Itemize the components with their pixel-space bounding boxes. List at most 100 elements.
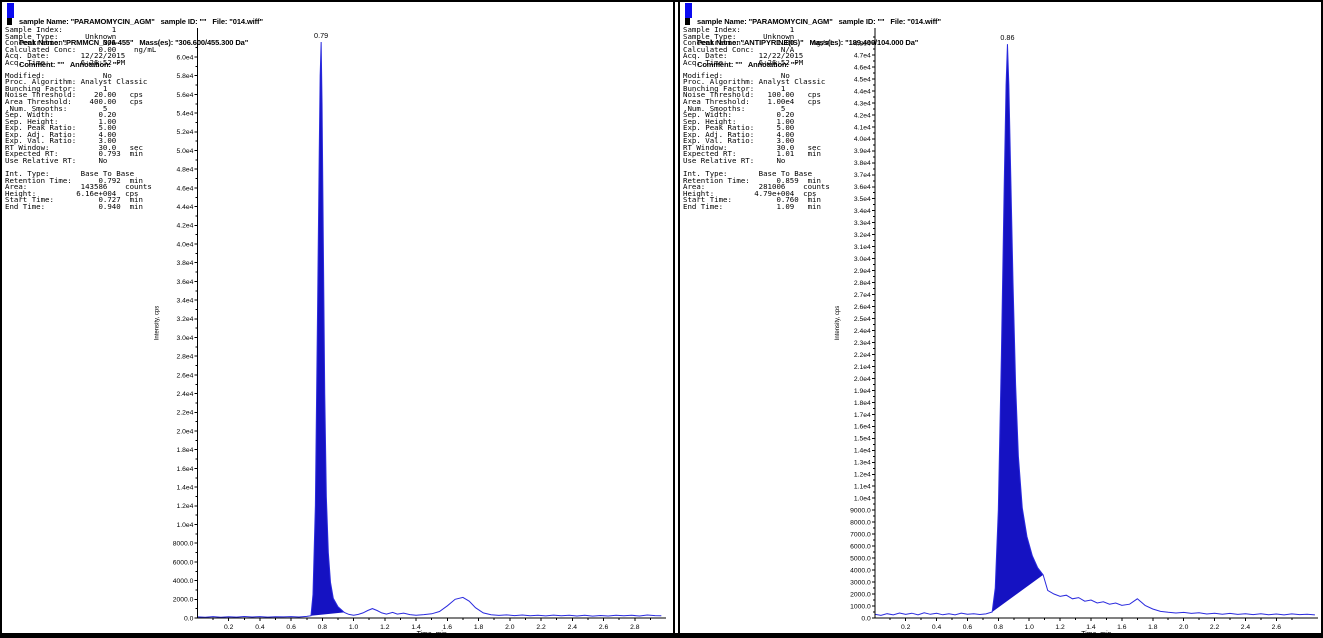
y-tick-label: 2.4e4 xyxy=(177,391,194,398)
y-tick-label: 0.0 xyxy=(184,615,194,622)
peak-rt-label: 0.79 xyxy=(314,31,328,40)
peak-parameters-block: Sample Index: 1 Sample Type: Unknown Conce… xyxy=(5,25,157,211)
info-line: Calculated Conc: N/A xyxy=(683,44,795,54)
y-tick-label: 1.6e4 xyxy=(177,466,194,473)
info-line: Sample Type: Unknown xyxy=(5,31,117,41)
comment-line: Comment: "" Annotation: "" xyxy=(19,60,120,70)
y-tick-label: 3000.0 xyxy=(850,579,871,586)
info-line: Expected RT: 1.01 min xyxy=(683,149,821,159)
y-tick-label: 1.1e4 xyxy=(854,484,871,491)
info-line: Noise Threshold: 100.00 cps xyxy=(683,90,821,100)
info-line: Retention Time: 0.859 min xyxy=(683,175,821,185)
y-tick-label: 4.8e4 xyxy=(177,167,194,174)
info-line: Sep. Height: 1.00 xyxy=(5,116,117,126)
sample-name-line: sample Name: "PARAMOMYCIN_AGM" sample ID… xyxy=(19,16,263,26)
y-tick-label: 4.3e4 xyxy=(854,100,871,107)
chromatogram-trace xyxy=(874,44,1315,616)
y-tick-label: 3.3e4 xyxy=(854,220,871,227)
active-pane-bar-icon xyxy=(685,3,692,18)
info-line: Use Relative RT: No xyxy=(5,155,108,165)
active-pane-bar-icon xyxy=(7,3,14,18)
info-line: Proc. Algorithm: Analyst Classic xyxy=(5,77,148,87)
info-line: Acq. Time: 6:26:52 PM xyxy=(5,57,126,67)
info-line: Area: 143586 counts xyxy=(5,182,152,192)
peak-name-line: Peak Name: "ANTIPYRINE(IS)" Mass(es): "1… xyxy=(697,38,919,48)
y-tick-label: 3.2e4 xyxy=(854,232,871,239)
info-line: Acq. Date: 12/22/2015 xyxy=(5,51,126,61)
info-line: RT Window: 30.0 sec xyxy=(5,142,143,152)
pane-bar-icon xyxy=(685,18,690,25)
info-line: Calculated Conc: 0.00 ng/mL xyxy=(5,44,157,54)
panel-header: sample Name: "PARAMOMYCIN_AGM" sample ID… xyxy=(7,3,263,83)
info-line: Exp. Peak Ratio: 5.00 xyxy=(5,123,117,133)
x-tick-label: 1.8 xyxy=(474,624,484,631)
y-tick-label: 4.4e4 xyxy=(854,88,871,95)
info-line: Sample Index: 1 xyxy=(683,25,795,34)
y-tick-label: 2.8e4 xyxy=(177,354,194,361)
info-line: Acq. Time: 6:26:52 PM xyxy=(683,57,804,67)
x-tick-label: 0.6 xyxy=(286,624,296,631)
y-tick-label: 3.2e4 xyxy=(177,316,194,323)
y-tick-label: 3.9e4 xyxy=(854,148,871,155)
x-tick-label: 1.6 xyxy=(1117,624,1127,631)
info-line: Height: 6.16e+004 cps xyxy=(5,188,139,198)
y-tick-label: 3.6e4 xyxy=(177,279,194,286)
info-line: Acq. Date: 12/22/2015 xyxy=(683,51,804,61)
x-tick-label: 2.6 xyxy=(599,624,609,631)
x-tick-label: 1.4 xyxy=(411,624,421,631)
y-tick-label: 4.8e4 xyxy=(854,40,871,47)
x-tick-label: 1.2 xyxy=(380,624,390,631)
info-line: Exp. Adj. Ratio: 4.00 xyxy=(683,129,795,139)
y-tick-label: 1.5e4 xyxy=(854,436,871,443)
info-line: Exp. Val. Ratio: 3.00 xyxy=(5,136,117,146)
chromatogram-chart-internal-standard[interactable]: 0.0 1000.0 2000.0 3000.0 4000.0 5000.0 6000.0 7… xyxy=(680,2,1321,633)
y-tick-label: 3.4e4 xyxy=(177,297,194,304)
x-tick-label: 0.8 xyxy=(994,624,1004,631)
info-line: Sep. Height: 1.00 xyxy=(683,116,795,126)
x-tick-label: 2.4 xyxy=(568,624,578,631)
y-tick-label: 3.7e4 xyxy=(854,172,871,179)
y-tick-label: 3.4e4 xyxy=(854,208,871,215)
y-tick-label: 8000.0 xyxy=(850,520,871,527)
info-line: End Time: 1.09 min xyxy=(683,201,821,211)
info-line: End Time: 0.940 min xyxy=(5,201,143,211)
info-line: Modified: No xyxy=(5,70,112,80)
y-tick-label: 1.2e4 xyxy=(177,503,194,510)
y-axis-title: Intensity, cps xyxy=(155,306,161,341)
x-tick-label: 2.0 xyxy=(1179,624,1189,631)
y-tick-label: 3.8e4 xyxy=(177,260,194,267)
y-tick-label: 3.1e4 xyxy=(854,244,871,251)
chromatogram-chart-analyte[interactable]: 0.0 2000.0 4000.0 6000.0 8000.0 1.0e4 1.2e4 1.4… xyxy=(2,2,673,633)
x-tick-label: 1.2 xyxy=(1055,624,1065,631)
y-tick-label: 4000.0 xyxy=(850,567,871,574)
info-line: Noise Threshold: 20.00 cps xyxy=(5,90,143,100)
y-tick-label: 3.5e4 xyxy=(854,196,871,203)
x-tick-label: 0.4 xyxy=(255,624,265,631)
info-line: Concentration: N/A xyxy=(5,38,117,48)
info-line: Concentration: 1.00 ng/mL xyxy=(683,38,835,48)
y-tick-label: 1.6e4 xyxy=(854,424,871,431)
info-line: Sample Index: 1 xyxy=(5,25,117,34)
x-tick-label: 2.2 xyxy=(1210,624,1220,631)
x-tick-label: 1.6 xyxy=(443,624,453,631)
info-line: Use Relative RT: No xyxy=(683,155,786,165)
y-tick-label: 2.9e4 xyxy=(854,268,871,275)
chromatogram-panel-analyte: 0.0 2000.0 4000.0 6000.0 8000.0 1.0e4 1.2e4 1.4… xyxy=(2,2,675,633)
y-tick-label: 0.0 xyxy=(861,615,871,622)
y-tick-label: 2.8e4 xyxy=(854,280,871,287)
y-tick-label: 6.0e4 xyxy=(177,54,194,61)
peak-rt-label: 0.86 xyxy=(1000,33,1014,42)
info-line: Sep. Width: 0.20 xyxy=(683,110,795,120)
x-tick-label: 1.0 xyxy=(1025,624,1035,631)
info-line: Retention Time: 0.792 min xyxy=(5,175,143,185)
y-tick-label: 5.0e4 xyxy=(177,148,194,155)
y-tick-label: 4.2e4 xyxy=(177,223,194,230)
y-tick-label: 4.1e4 xyxy=(854,124,871,131)
y-tick-label: 5.2e4 xyxy=(177,129,194,136)
info-line: Start Time: 0.760 min xyxy=(683,195,821,205)
y-tick-label: 5.8e4 xyxy=(177,73,194,80)
y-tick-label: 2.5e4 xyxy=(854,316,871,323)
x-tick-label: 2.8 xyxy=(630,624,640,631)
peak-parameters-block: Sample Index: 1 Sample Type: Unknown Conce… xyxy=(683,25,835,211)
x-tick-label: 2.2 xyxy=(536,624,546,631)
